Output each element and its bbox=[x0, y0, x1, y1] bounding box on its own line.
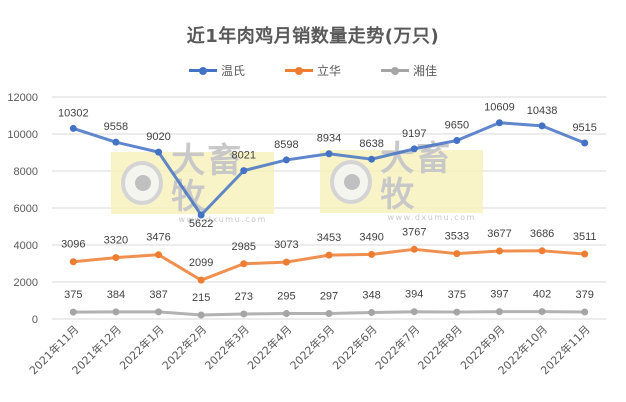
watermark-brand: 大畜牧 bbox=[380, 139, 453, 215]
y-tick-label: 8000 bbox=[14, 166, 38, 178]
x-tick-label: 2022年2月 bbox=[159, 322, 209, 372]
legend-marker-icon bbox=[381, 66, 409, 75]
legend-item[interactable]: 温氏 bbox=[188, 62, 245, 79]
legend-marker-icon bbox=[284, 66, 313, 75]
y-tick-label: 12000 bbox=[7, 92, 38, 104]
x-tick-label: 2022年7月 bbox=[372, 322, 422, 372]
y-tick-label: 2000 bbox=[14, 277, 38, 289]
watermark-logo-icon bbox=[330, 159, 373, 204]
y-tick-label: 6000 bbox=[14, 203, 38, 215]
y-tick-label: 4000 bbox=[14, 240, 38, 252]
y-tick-label: 0 bbox=[32, 314, 38, 326]
x-tick-label: 2022年8月 bbox=[415, 322, 465, 372]
watermark-url: www.dxumu.com bbox=[387, 213, 476, 222]
legend-marker-icon bbox=[188, 66, 217, 75]
legend-item[interactable]: 立华 bbox=[284, 62, 341, 79]
x-tick-label: 2022年4月 bbox=[244, 322, 294, 372]
x-tick-label: 2022年3月 bbox=[202, 322, 252, 372]
chart-title: 近1年肉鸡月销数量走势(万只) bbox=[186, 26, 440, 47]
watermark-left: 大畜牧 www.dxumu.com bbox=[111, 143, 274, 224]
y-tick-label: 10000 bbox=[7, 129, 38, 141]
legend-label: 立华 bbox=[316, 64, 341, 78]
legend: 温氏 立华 湘佳 bbox=[0, 62, 626, 79]
x-tick-label: 2022年5月 bbox=[287, 322, 337, 372]
legend-label: 湘佳 bbox=[413, 64, 438, 78]
legend-label: 温氏 bbox=[220, 64, 245, 78]
watermark-logo-icon bbox=[121, 161, 164, 205]
x-tick-label: 2022年1月 bbox=[116, 322, 166, 372]
legend-item[interactable]: 湘佳 bbox=[381, 62, 437, 79]
watermark-url: www.dxumu.com bbox=[178, 214, 267, 224]
watermark-brand: 大畜牧 bbox=[171, 140, 244, 217]
watermark-right: 大畜牧 www.dxumu.com bbox=[320, 141, 483, 222]
x-tick-label: 2022年6月 bbox=[330, 322, 380, 372]
